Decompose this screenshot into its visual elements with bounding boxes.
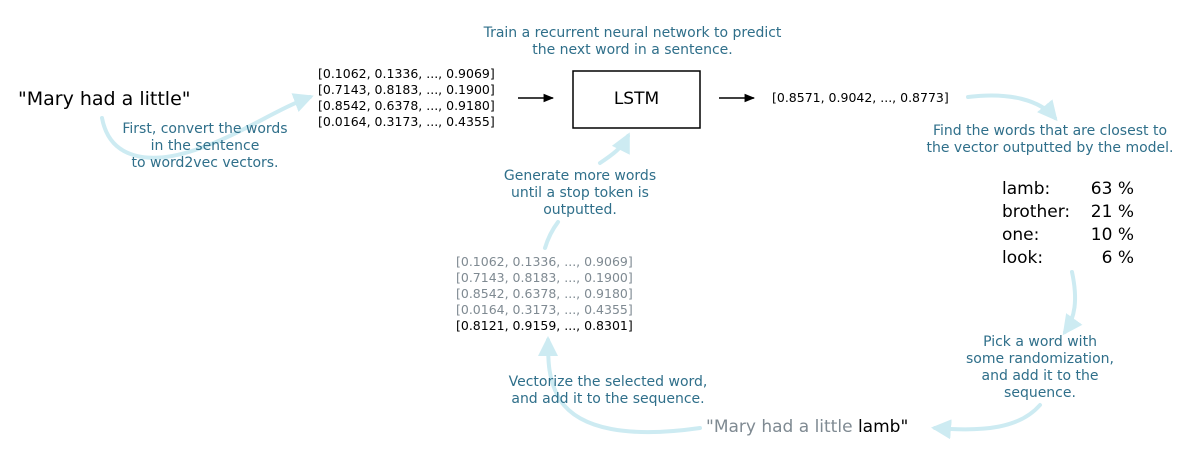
- input-vector: [0.8542, 0.6378, ..., 0.9180]: [318, 98, 495, 113]
- output-sentence: "Mary had a little lamb": [706, 417, 908, 437]
- sequence-vector-list: [0.1062, 0.1336, ..., 0.9069] [0.7143, 0…: [456, 254, 633, 334]
- candidate-prob: 21 %: [1090, 202, 1134, 222]
- candidate-word: brother:: [1002, 202, 1071, 222]
- sequence-vector-previous: [0.8542, 0.6378, ..., 0.9180]: [456, 286, 633, 301]
- sequence-vector-previous: [0.0164, 0.3173, ..., 0.4355]: [456, 302, 633, 317]
- sequence-vector-new: [0.8121, 0.9159, ..., 0.8301]: [456, 318, 633, 333]
- note-vectorize-line: and add it to the sequence.: [511, 391, 705, 407]
- candidate-row: look: 6 %: [1002, 247, 1134, 270]
- lstm-box: [572, 70, 701, 129]
- sequence-vector-previous: [0.7143, 0.8183, ..., 0.1900]: [456, 270, 633, 285]
- input-vector: [0.7143, 0.8183, ..., 0.1900]: [318, 82, 495, 97]
- flow-arrow-pick: [1062, 270, 1083, 336]
- flow-arrow-vectorize: [538, 336, 702, 435]
- note-convert-line: to word2vec vectors.: [131, 155, 279, 171]
- candidate-prob: 6 %: [1101, 248, 1134, 268]
- flow-arrow-generate: [543, 220, 560, 250]
- note-pick-line: some randomization,: [966, 351, 1114, 367]
- candidate-row: lamb: 63 %: [1002, 178, 1134, 201]
- candidate-row: brother: 21 %: [1002, 201, 1134, 224]
- flow-arrow-back-to-lstm: [598, 132, 630, 165]
- note-generate-line: until a stop token is: [511, 185, 649, 201]
- note-pick: Pick a word with some randomization, and…: [950, 334, 1130, 402]
- output-open-quote: ": [706, 417, 714, 437]
- input-vector-list: [0.1062, 0.1336, ..., 0.9069] [0.7143, 0…: [318, 66, 495, 130]
- note-convert-line: in the sentence: [150, 138, 260, 154]
- candidate-prob: 10 %: [1090, 225, 1134, 245]
- note-closest: Find the words that are closest to the v…: [910, 123, 1190, 157]
- candidate-list: lamb: 63 % brother: 21 % one: 10 % look: 6 %: [1002, 178, 1134, 270]
- note-pick-line: Pick a word with: [983, 334, 1097, 350]
- output-close-quote: ": [900, 417, 909, 437]
- input-vector: [0.1062, 0.1336, ..., 0.9069]: [318, 66, 495, 81]
- note-generate-line: outputted.: [543, 202, 617, 218]
- lstm-label: LSTM: [613, 89, 660, 109]
- note-train-line: the next word in a sentence.: [532, 42, 733, 58]
- candidate-row: one: 10 %: [1002, 224, 1134, 247]
- note-closest-line: Find the words that are closest to: [932, 123, 1168, 139]
- candidate-prob: 63 %: [1090, 179, 1134, 199]
- note-closest-line: the vector outputted by the model.: [926, 140, 1174, 156]
- note-generate: Generate more words until a stop token i…: [480, 168, 680, 219]
- note-vectorize: Vectorize the selected word, and add it …: [478, 374, 738, 408]
- output-sentence-new-word: lamb: [857, 417, 901, 437]
- flow-arrow-to-sentence: [931, 403, 1042, 440]
- input-vector: [0.0164, 0.3173, ..., 0.4355]: [318, 114, 495, 129]
- note-convert-line: First, convert the words: [122, 121, 288, 137]
- flow-arrow-convert: [100, 93, 314, 160]
- note-train-line: Train a recurrent neural network to pred…: [483, 25, 782, 41]
- note-generate-line: Generate more words: [503, 168, 657, 184]
- candidate-word: look:: [1002, 248, 1044, 268]
- output-sentence-prefix: Mary had a little: [713, 417, 858, 437]
- output-vector: [0.8571, 0.9042, ..., 0.8773]: [772, 90, 949, 105]
- note-train: Train a recurrent neural network to pred…: [465, 25, 800, 59]
- note-convert: First, convert the words in the sentence…: [105, 121, 305, 172]
- note-vectorize-line: Vectorize the selected word,: [508, 374, 708, 390]
- candidate-word: one:: [1002, 225, 1040, 245]
- sequence-vector-previous: [0.1062, 0.1336, ..., 0.9069]: [456, 254, 633, 269]
- note-pick-line: and add it to the: [981, 368, 1099, 384]
- input-sentence: "Mary had a little": [18, 88, 191, 110]
- note-pick-line: sequence.: [1004, 385, 1076, 401]
- flow-arrow-closest: [966, 93, 1058, 122]
- candidate-word: lamb:: [1002, 179, 1051, 199]
